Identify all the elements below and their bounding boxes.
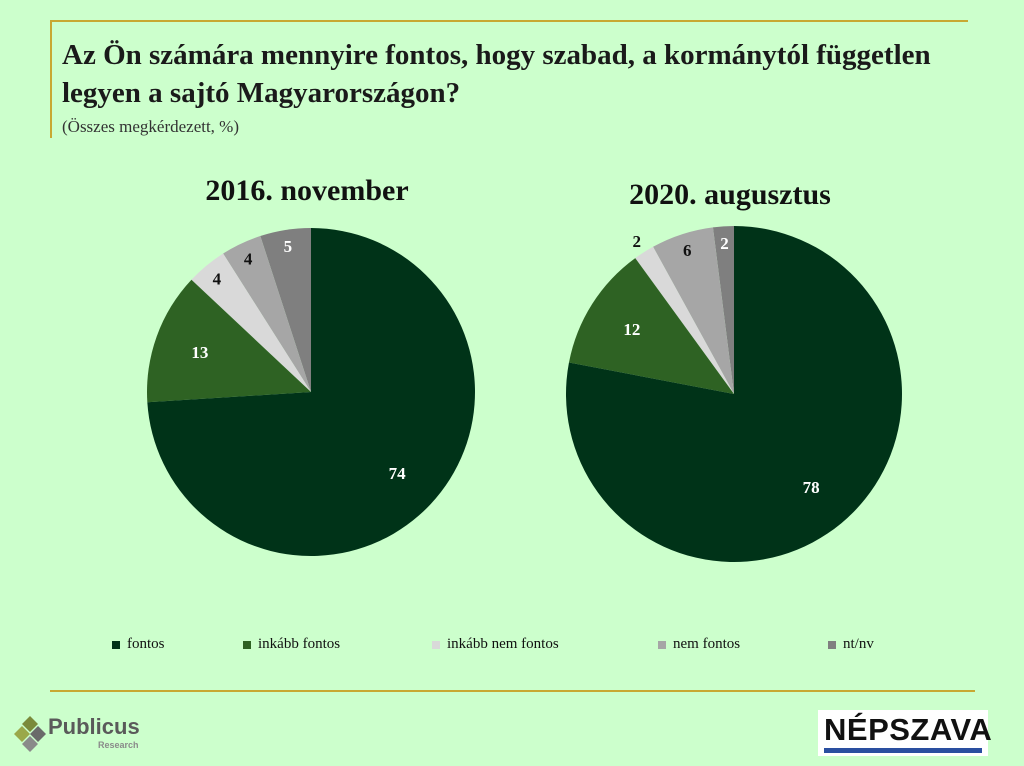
- slice-label-2016-november-ink-bb-nem-fontos: 4: [213, 269, 222, 288]
- slice-label-2020-augusztus-fontos: 78: [803, 478, 820, 497]
- pie-slice-2016-november-nt-nv: [260, 228, 311, 392]
- legend-swatch-nt-nv: [828, 640, 836, 649]
- legend-item-inkabb-fontos: inkább fontos: [243, 636, 340, 653]
- pie-slice-2020-augusztus-nem-fontos: [653, 227, 734, 394]
- legend-swatch-inkabb-fontos: [243, 640, 251, 649]
- legend-label: fontos: [127, 636, 165, 652]
- slice-label-2020-augusztus-ink-bb-nem-fontos: 2: [633, 232, 642, 251]
- legend-swatch-nem-fontos: [658, 640, 666, 649]
- publicus-mark-icon: [14, 716, 46, 752]
- publicus-sub: Research: [98, 740, 139, 750]
- legend-swatch-fontos: [112, 640, 120, 649]
- legend-label: inkább nem fontos: [447, 636, 559, 652]
- publicus-logo: Publicus Research: [14, 712, 154, 752]
- pie-slice-2020-augusztus-ink-bb-fontos: [568, 258, 734, 394]
- pie-title-2020-augusztus: 2020. augusztus: [629, 178, 831, 211]
- slice-label-2016-november-ink-bb-fontos: 13: [191, 343, 208, 362]
- pie-slice-2016-november-ink-bb-nem-fontos: [191, 253, 311, 392]
- top-rule: [50, 20, 968, 22]
- pie-slice-2016-november-nem-fontos: [223, 236, 311, 392]
- legend-item-fontos: fontos: [112, 636, 165, 653]
- legend-label: inkább fontos: [258, 636, 341, 652]
- legend-item-nem-fontos: nem fontos: [658, 636, 740, 653]
- nepszava-logo: NÉPSZAVA: [818, 710, 992, 756]
- pie-slice-2016-november-fontos: [147, 228, 476, 556]
- slice-label-2016-november-nem-fontos: 4: [244, 249, 253, 268]
- slice-label-2016-november-nt-nv: 5: [284, 237, 293, 256]
- slice-label-2020-augusztus-nt-nv: 2: [720, 234, 729, 253]
- publicus-name: Publicus: [48, 714, 140, 739]
- legend-item-inkabb-nem-fontos: inkább nem fontos: [432, 636, 559, 653]
- left-rule: [50, 20, 52, 138]
- pie-slice-2016-november-ink-bb-fontos: [147, 279, 311, 403]
- slice-label-2020-augusztus-nem-fontos: 6: [683, 241, 692, 260]
- bottom-rule: [50, 690, 975, 692]
- legend: fontos inkább fontos inkább nem fontos n…: [0, 636, 1024, 658]
- nepszava-bar: [824, 748, 982, 753]
- pie-title-2016-november: 2016. november: [205, 174, 408, 207]
- page-title: Az Ön számára mennyire fontos, hogy szab…: [62, 39, 931, 109]
- page-subtitle: (Összes megkérdezett, %): [62, 117, 240, 136]
- legend-label: nem fontos: [673, 636, 741, 652]
- legend-item-nt-nv: nt/nv: [828, 636, 874, 653]
- slice-label-2020-augusztus-ink-bb-fontos: 12: [623, 320, 640, 339]
- pie-slice-2020-augusztus-ink-bb-nem-fontos: [635, 246, 734, 394]
- nepszava-name: NÉPSZAVA: [824, 712, 993, 747]
- legend-label: nt/nv: [843, 636, 874, 652]
- legend-swatch-inkabb-nem-fontos: [432, 640, 440, 649]
- pie-slice-2020-augusztus-fontos: [566, 226, 903, 563]
- slice-label-2016-november-fontos: 74: [389, 464, 407, 483]
- pie-charts: 2016. november 5 4 4 13 74 2020. augusztus 2 6 2 1…: [147, 174, 903, 563]
- pie-slice-2020-augusztus-nt-nv: [712, 226, 734, 394]
